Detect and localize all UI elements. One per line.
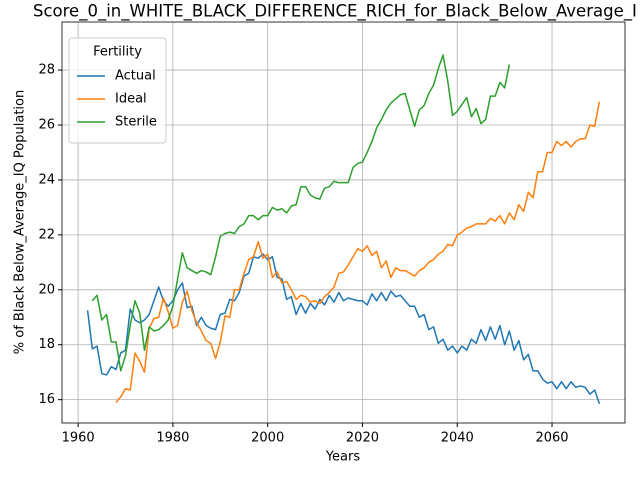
line-series <box>91 54 511 372</box>
chart-title: Score_0_in_WHITE_BLACK_DIFFERENCE_RICH_f… <box>33 2 637 22</box>
x-tick-label: 2000 <box>251 431 284 446</box>
y-tick-label: 20 <box>38 282 55 297</box>
legend-label: Ideal <box>115 92 147 107</box>
legend-label: Actual <box>115 69 156 84</box>
y-tick-label: 26 <box>38 117 55 132</box>
x-tick-label: 2020 <box>346 431 379 446</box>
legend-title: Fertility <box>93 45 142 60</box>
line-series <box>115 101 601 403</box>
y-tick-label: 22 <box>38 227 55 242</box>
y-tick-label: 16 <box>38 392 55 407</box>
x-tick-label: 1960 <box>62 431 95 446</box>
legend-label: Sterile <box>115 115 157 130</box>
y-tick-label: 28 <box>38 63 55 78</box>
x-tick-label: 1980 <box>156 431 189 446</box>
x-axis-label: Years <box>325 450 361 465</box>
x-tick-label: 2060 <box>535 431 568 446</box>
x-tick-label: 2040 <box>441 431 474 446</box>
y-tick-label: 18 <box>38 337 55 352</box>
legend-box <box>68 37 167 144</box>
y-axis-label: % of Black Below_Average_IQ Population <box>13 90 28 354</box>
line-series <box>86 253 601 405</box>
y-tick-label: 24 <box>38 172 55 187</box>
plot-frame <box>61 21 626 424</box>
